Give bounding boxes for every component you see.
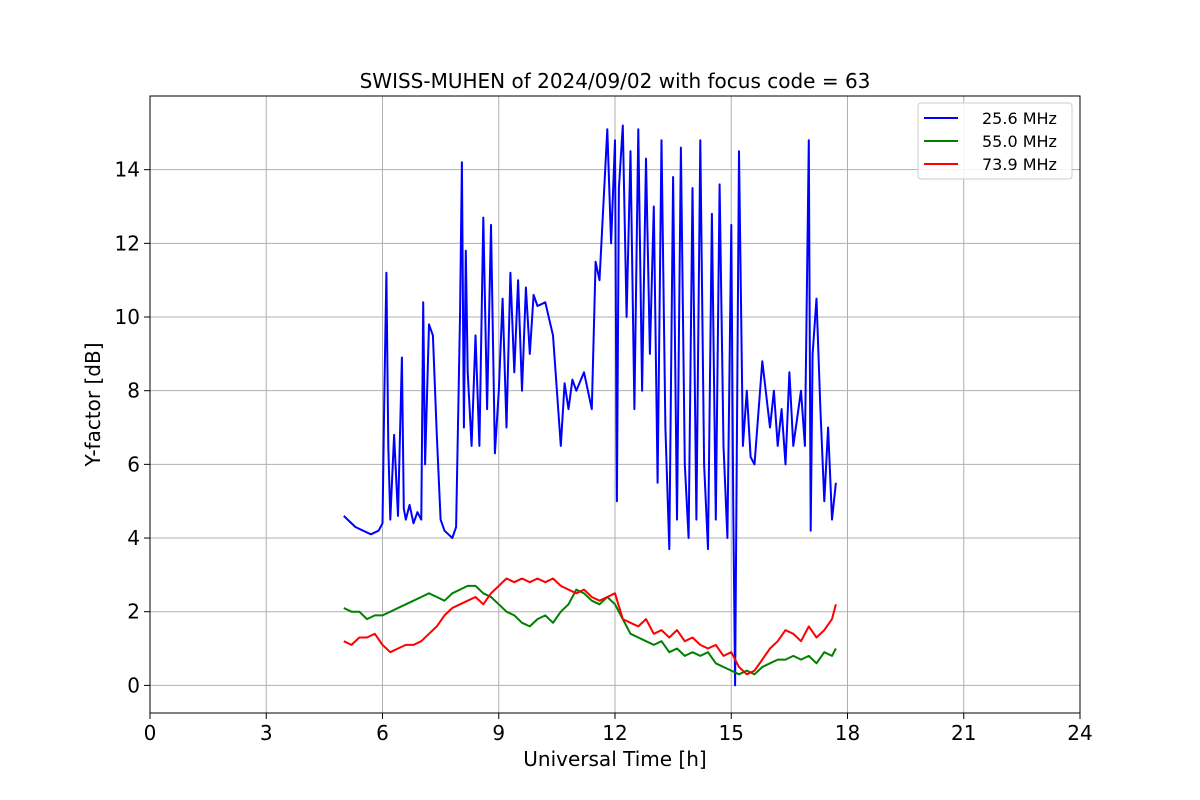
- x-tick-label: 3: [260, 721, 273, 745]
- y-tick-label: 14: [115, 158, 140, 182]
- legend-items: 25.6 MHz 55.0 MHz 73.9 MHz: [924, 109, 1057, 174]
- x-tick-label: 9: [492, 721, 505, 745]
- legend-box: [917, 102, 1073, 180]
- series-line-73-9-mhz: [343, 577, 837, 676]
- x-axis-title: Universal Time [h]: [523, 747, 706, 771]
- y-tick-label: 8: [127, 379, 140, 403]
- series-lines: [343, 124, 837, 687]
- y-tick-label: 12: [115, 231, 140, 255]
- series-line-55-0-mhz: [343, 584, 837, 676]
- x-tick-label: 15: [719, 721, 744, 745]
- y-tick-label: 0: [127, 673, 140, 697]
- legend-label: 73.9 MHz: [982, 155, 1057, 174]
- y-tick-label: 2: [127, 600, 140, 624]
- y-tick-label: 10: [115, 305, 140, 329]
- x-tick-label: 12: [602, 721, 627, 745]
- y-axis-title: Y-factor [dB]: [81, 342, 105, 467]
- x-tick-label: 24: [1067, 721, 1092, 745]
- y-tick-label: 6: [127, 452, 140, 476]
- legend-label: 25.6 MHz: [982, 109, 1057, 128]
- series-line-25-6-mhz: [343, 124, 837, 687]
- y-axis-ticks: 0 2 4 6 8 10 12 14: [115, 158, 150, 697]
- x-tick-label: 18: [835, 721, 860, 745]
- chart-title: SWISS-MUHEN of 2024/09/02 with focus cod…: [360, 69, 871, 93]
- y-tick-label: 4: [127, 526, 140, 550]
- x-axis-ticks: 0 3 6 9 12 15 18 21 24: [144, 713, 1093, 745]
- x-tick-label: 21: [951, 721, 976, 745]
- x-tick-label: 6: [376, 721, 389, 745]
- legend: 25.6 MHz 55.0 MHz 73.9 MHz: [917, 102, 1073, 180]
- x-tick-label: 0: [144, 721, 157, 745]
- legend-label: 55.0 MHz: [982, 132, 1057, 151]
